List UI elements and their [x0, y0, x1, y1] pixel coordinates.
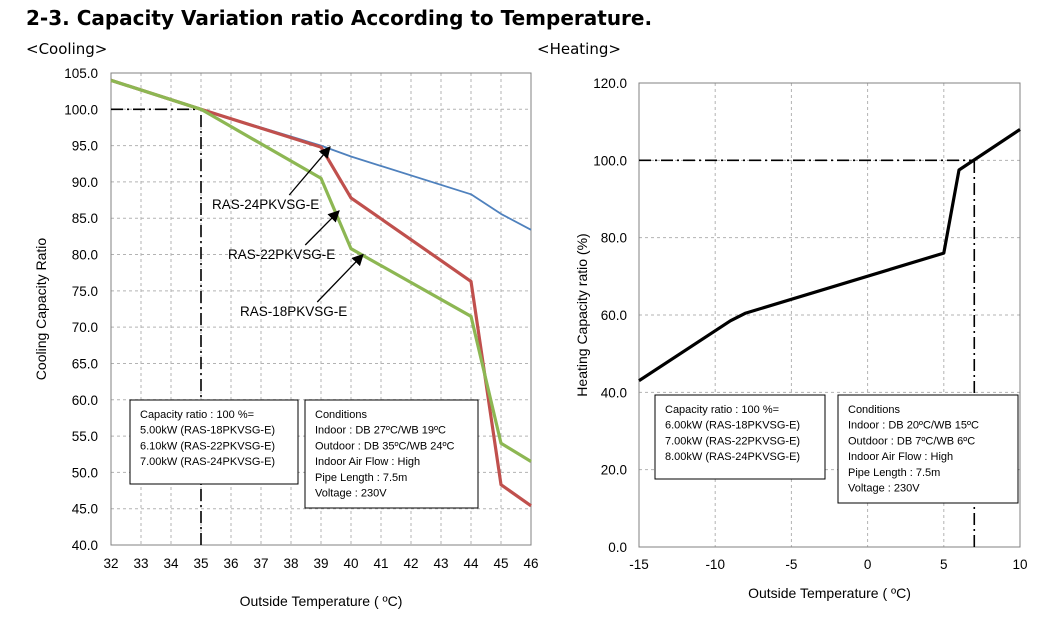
cooling-y-tick-label: 70.0 [72, 320, 98, 335]
heating-note-line: Voltage : 230V [848, 483, 920, 495]
cooling-x-tick-label: 34 [163, 556, 179, 571]
heating-y-tick-label: 80.0 [601, 231, 627, 246]
cooling-y-tick-label: 85.0 [72, 211, 98, 226]
cooling-note-line: 5.00kW (RAS-18PKVSG-E) [140, 425, 275, 437]
cooling-y-tick-label: 65.0 [72, 356, 98, 371]
cooling-x-tick-label: 37 [253, 556, 268, 571]
cooling-y-tick-label: 105.0 [64, 66, 98, 81]
cooling-note-line: Pipe Length : 7.5m [315, 472, 407, 484]
cooling-x-tick-label: 44 [463, 556, 479, 571]
cooling-note-box [304, 399, 479, 509]
cooling-y-tick-label: 40.0 [72, 538, 98, 553]
cooling-x-tick-label: 46 [523, 556, 538, 571]
cooling-x-tick-label: 45 [493, 556, 508, 571]
cooling-y-tick-label: 45.0 [72, 502, 98, 517]
cooling-x-axis-title: Outside Temperature ( ºC) [240, 593, 403, 609]
cooling-note-line: Outdoor : DB 35ºC/WB 24ºC [315, 440, 455, 452]
cooling-chart: 40.0 45.0 50.0 55.0 60.0 65.0 70.0 75.0 80.0 85.0… [33, 66, 539, 609]
cooling-annotation-arrow [288, 146, 331, 196]
heating-note-box [654, 394, 826, 480]
cooling-note-line: Indoor Air Flow : High [315, 456, 420, 468]
heating-note-line: Indoor Air Flow : High [848, 451, 953, 463]
heating-y-tick-label: 20.0 [601, 463, 627, 478]
heating-note-box [837, 394, 1019, 504]
cooling-x-tick-label: 35 [193, 556, 208, 571]
heating-plot-border [638, 82, 1021, 548]
cooling-heading: <Cooling> [26, 40, 108, 58]
heating-note-line: Capacity ratio : 100 %= [665, 404, 779, 416]
cooling-x-tick-label: 32 [103, 556, 118, 571]
cooling-annotation-label: RAS-22PKVSG-E [228, 247, 335, 262]
cooling-y-tick-label: 60.0 [72, 393, 98, 408]
page-title: 2-3. Capacity Variation ratio According … [26, 6, 653, 30]
heating-note-line: 8.00kW (RAS-24PKVSG-E) [665, 451, 800, 463]
cooling-note-line: 7.00kW (RAS-24PKVSG-E) [140, 456, 275, 468]
cooling-x-tick-label: 36 [223, 556, 238, 571]
heating-x-tick-label: 5 [940, 557, 948, 572]
cooling-y-tick-label: 75.0 [72, 284, 98, 299]
heating-x-axis-title: Outside Temperature ( ºC) [748, 585, 911, 601]
cooling-x-tick-label: 42 [403, 556, 418, 571]
cooling-annotation-label: RAS-18PKVSG-E [240, 304, 347, 319]
heating-note-line: Conditions [848, 404, 900, 416]
heating-y-tick-label: 40.0 [601, 385, 627, 400]
cooling-x-tick-label: 33 [133, 556, 148, 571]
cooling-annotation-arrow [316, 253, 364, 303]
cooling-x-tick-label: 43 [433, 556, 448, 571]
heating-heading: <Heating> [537, 40, 621, 58]
cooling-y-tick-label: 80.0 [72, 248, 98, 263]
cooling-y-axis-title: Cooling Capacity Ratio [33, 238, 49, 381]
heating-y-tick-label: 0.0 [608, 540, 627, 555]
cooling-note-line: Conditions [315, 409, 367, 421]
cooling-y-tick-label: 95.0 [72, 139, 98, 154]
heating-note-line: Outdoor : DB 7ºC/WB 6ºC [848, 435, 975, 447]
cooling-series-line-ras-18pkvsg-e [110, 78, 532, 463]
heating-x-tick-label: -5 [785, 557, 797, 572]
heating-y-tick-label: 60.0 [601, 308, 627, 323]
heating-note-line: 7.00kW (RAS-22PKVSG-E) [665, 435, 800, 447]
heating-series-line-0 [638, 128, 1021, 383]
cooling-annotation-arrow [304, 210, 340, 246]
heating-y-axis-title: Heating Capacity ratio (%) [574, 233, 590, 396]
heating-x-tick-label: 10 [1012, 557, 1027, 572]
heating-note-line: Pipe Length : 7.5m [848, 467, 940, 479]
heating-chart: 0.0 20.0 40.0 60.0 80.0 100.0 120.0 -15 -10 -5 0 5 1… [574, 76, 1028, 601]
cooling-y-tick-label: 55.0 [72, 429, 98, 444]
heating-note-line: 6.00kW (RAS-18PKVSG-E) [665, 420, 800, 432]
heating-x-tick-label: 0 [864, 557, 872, 572]
cooling-y-tick-label: 50.0 [72, 465, 98, 480]
cooling-note-line: Voltage : 230V [315, 488, 387, 500]
cooling-plot-border [110, 72, 532, 546]
cooling-x-tick-label: 41 [373, 556, 388, 571]
cooling-note-box [129, 399, 299, 485]
cooling-note-line: 6.10kW (RAS-22PKVSG-E) [140, 440, 275, 452]
heating-note-line: Indoor : DB 20ºC/WB 15ºC [848, 420, 979, 432]
cooling-x-tick-label: 40 [343, 556, 358, 571]
cooling-x-tick-label: 39 [313, 556, 328, 571]
cooling-y-tick-label: 100.0 [64, 102, 98, 117]
heating-x-tick-label: -10 [705, 557, 725, 572]
heating-x-tick-label: -15 [629, 557, 649, 572]
cooling-x-tick-label: 38 [283, 556, 298, 571]
cooling-note-line: Capacity ratio : 100 %= [140, 409, 254, 421]
cooling-note-line: Indoor : DB 27ºC/WB 19ºC [315, 425, 446, 437]
heating-y-tick-label: 120.0 [593, 76, 627, 91]
cooling-annotation-label: RAS-24PKVSG-E [212, 197, 319, 212]
cooling-y-tick-label: 90.0 [72, 175, 98, 190]
heating-y-tick-label: 100.0 [593, 153, 627, 168]
